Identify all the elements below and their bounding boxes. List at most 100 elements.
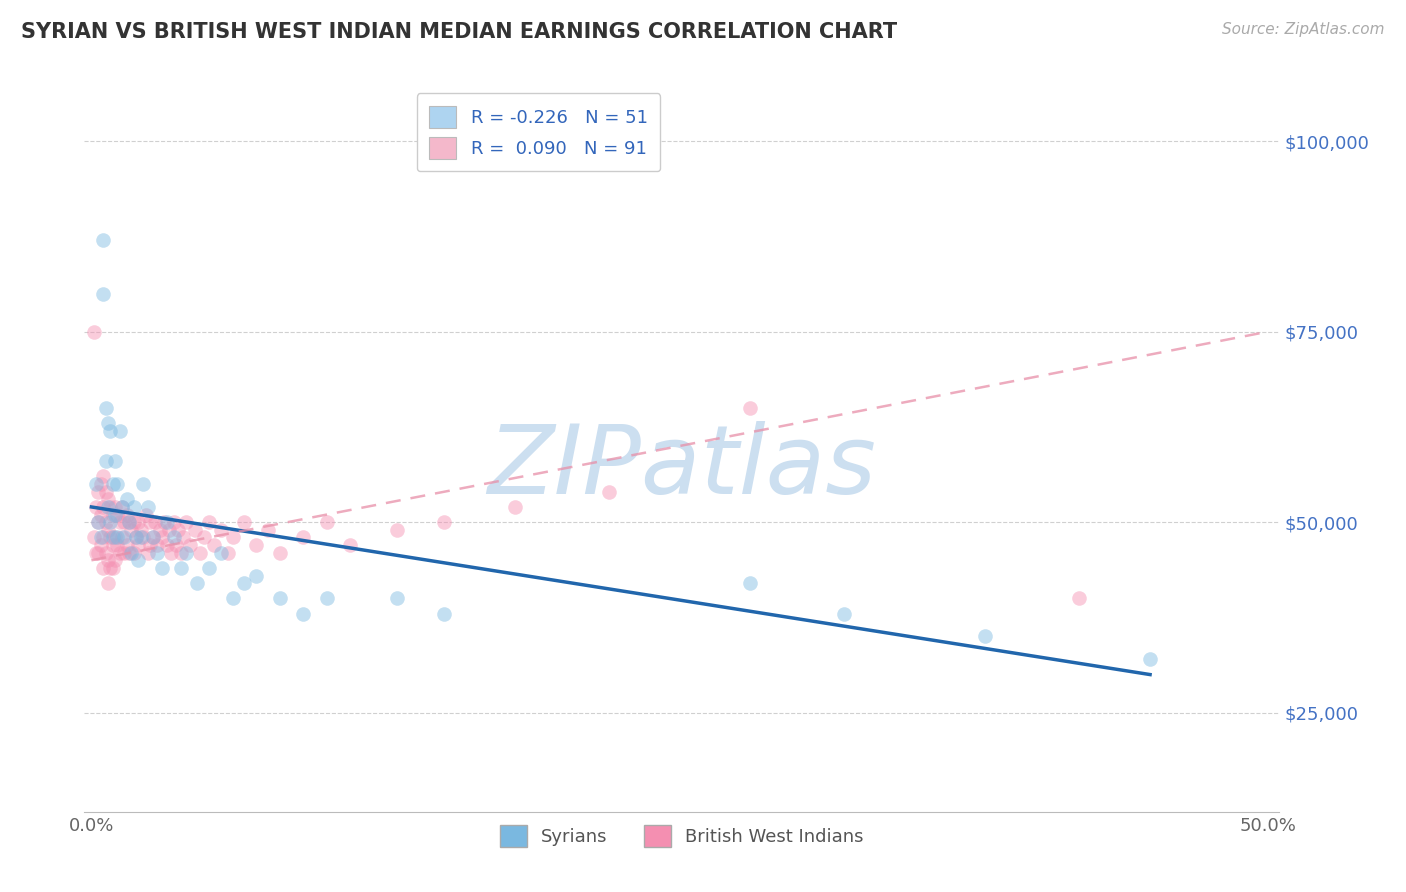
Point xyxy=(257,523,280,537)
Point xyxy=(87,515,110,529)
Point xyxy=(112,515,135,529)
Point xyxy=(387,523,409,537)
Point xyxy=(165,538,187,552)
Point xyxy=(112,530,135,544)
Point xyxy=(111,500,134,514)
Point xyxy=(115,508,138,522)
Point xyxy=(97,500,120,514)
Point xyxy=(91,233,114,247)
Point xyxy=(1069,591,1091,606)
Point xyxy=(108,546,131,560)
Point xyxy=(90,530,112,544)
Point xyxy=(163,515,186,529)
Point xyxy=(97,492,120,507)
Point xyxy=(94,546,117,560)
Point xyxy=(111,500,134,514)
Point xyxy=(101,561,124,575)
Point xyxy=(105,530,128,544)
Point xyxy=(221,591,243,606)
Point xyxy=(90,538,112,552)
Point xyxy=(91,530,114,544)
Point xyxy=(98,424,121,438)
Point xyxy=(315,515,337,529)
Point xyxy=(83,325,105,339)
Point xyxy=(136,546,159,560)
Point xyxy=(174,546,197,560)
Point xyxy=(315,591,337,606)
Point xyxy=(104,454,127,468)
Point xyxy=(146,546,169,560)
Point xyxy=(387,591,409,606)
Point xyxy=(91,286,114,301)
Point xyxy=(136,500,159,514)
Point xyxy=(146,538,169,552)
Point xyxy=(184,523,207,537)
Point xyxy=(127,538,149,552)
Point xyxy=(157,523,180,537)
Point xyxy=(101,538,124,552)
Point xyxy=(90,508,112,522)
Point xyxy=(111,530,134,544)
Point xyxy=(97,576,120,591)
Point xyxy=(125,530,148,544)
Point xyxy=(233,576,256,591)
Point xyxy=(129,530,152,544)
Point xyxy=(104,553,127,567)
Point xyxy=(105,477,128,491)
Point xyxy=(503,500,526,514)
Point xyxy=(87,546,110,560)
Point xyxy=(84,500,107,514)
Point xyxy=(170,561,193,575)
Point xyxy=(122,546,145,560)
Point xyxy=(94,515,117,529)
Point xyxy=(179,538,201,552)
Point xyxy=(118,546,141,560)
Point xyxy=(163,530,186,544)
Point xyxy=(150,530,173,544)
Point xyxy=(142,530,165,544)
Point xyxy=(87,515,110,529)
Point xyxy=(125,530,148,544)
Point xyxy=(156,538,179,552)
Point xyxy=(139,538,162,552)
Point xyxy=(160,546,183,560)
Point xyxy=(101,477,124,491)
Point xyxy=(97,523,120,537)
Point xyxy=(104,530,127,544)
Point xyxy=(149,523,172,537)
Point xyxy=(202,538,225,552)
Point xyxy=(433,607,456,621)
Point xyxy=(209,523,232,537)
Point xyxy=(108,515,131,529)
Point xyxy=(118,515,141,529)
Point xyxy=(98,530,121,544)
Point xyxy=(139,515,162,529)
Point xyxy=(245,538,267,552)
Point xyxy=(167,523,190,537)
Point xyxy=(115,538,138,552)
Point xyxy=(90,477,112,491)
Point xyxy=(112,546,135,560)
Point xyxy=(94,401,117,415)
Point xyxy=(127,515,149,529)
Text: SYRIAN VS BRITISH WEST INDIAN MEDIAN EARNINGS CORRELATION CHART: SYRIAN VS BRITISH WEST INDIAN MEDIAN EAR… xyxy=(21,22,897,42)
Point xyxy=(172,530,194,544)
Point xyxy=(974,630,997,644)
Point xyxy=(153,515,176,529)
Point xyxy=(598,484,620,499)
Point xyxy=(269,591,291,606)
Point xyxy=(209,546,232,560)
Point xyxy=(115,492,138,507)
Point xyxy=(174,515,197,529)
Point xyxy=(193,530,215,544)
Point xyxy=(84,477,107,491)
Point xyxy=(233,515,256,529)
Point xyxy=(217,546,239,560)
Point xyxy=(98,561,121,575)
Point xyxy=(120,546,142,560)
Point xyxy=(143,515,166,529)
Point xyxy=(188,546,211,560)
Point xyxy=(142,530,165,544)
Point xyxy=(97,553,120,567)
Point xyxy=(91,561,114,575)
